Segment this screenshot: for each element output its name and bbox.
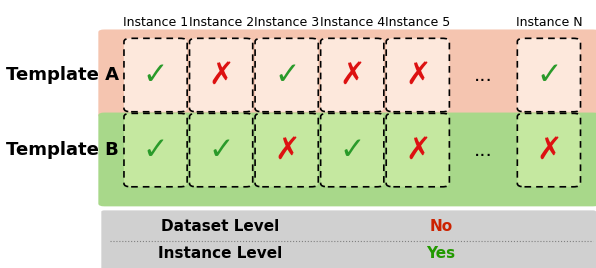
- Text: ...: ...: [474, 141, 493, 159]
- Text: ✗: ✗: [340, 61, 365, 90]
- FancyBboxPatch shape: [124, 38, 187, 112]
- FancyBboxPatch shape: [101, 210, 596, 268]
- Text: Instance 3: Instance 3: [254, 16, 319, 29]
- Text: ✗: ✗: [405, 136, 430, 165]
- Text: ✓: ✓: [143, 61, 168, 90]
- FancyBboxPatch shape: [386, 113, 449, 187]
- FancyBboxPatch shape: [517, 113, 581, 187]
- FancyBboxPatch shape: [321, 113, 384, 187]
- Text: No: No: [430, 219, 452, 234]
- FancyBboxPatch shape: [255, 113, 318, 187]
- Text: ✓: ✓: [143, 136, 168, 165]
- Text: ✗: ✗: [405, 61, 430, 90]
- Text: ✓: ✓: [536, 61, 561, 90]
- Text: ✗: ✗: [209, 61, 234, 90]
- Text: Instance 1: Instance 1: [123, 16, 188, 29]
- Text: Instance N: Instance N: [516, 16, 582, 29]
- Text: Yes: Yes: [427, 246, 455, 261]
- Text: ✓: ✓: [274, 61, 299, 90]
- FancyBboxPatch shape: [517, 38, 581, 112]
- Text: Instance 4: Instance 4: [319, 16, 385, 29]
- Text: ✗: ✗: [536, 136, 561, 165]
- FancyBboxPatch shape: [98, 29, 596, 118]
- Text: ✗: ✗: [274, 136, 299, 165]
- Text: Dataset Level: Dataset Level: [162, 219, 280, 234]
- Text: Template A: Template A: [6, 66, 119, 84]
- Text: Template B: Template B: [6, 141, 119, 159]
- Text: Instance 2: Instance 2: [188, 16, 254, 29]
- FancyBboxPatch shape: [124, 113, 187, 187]
- FancyBboxPatch shape: [98, 113, 596, 206]
- FancyBboxPatch shape: [386, 38, 449, 112]
- Text: ...: ...: [474, 66, 493, 84]
- FancyBboxPatch shape: [321, 38, 384, 112]
- Text: ✓: ✓: [340, 136, 365, 165]
- FancyBboxPatch shape: [190, 38, 253, 112]
- Text: Instance 5: Instance 5: [385, 16, 451, 29]
- FancyBboxPatch shape: [255, 38, 318, 112]
- Text: Instance Level: Instance Level: [159, 246, 283, 261]
- Text: ✓: ✓: [209, 136, 234, 165]
- FancyBboxPatch shape: [190, 113, 253, 187]
